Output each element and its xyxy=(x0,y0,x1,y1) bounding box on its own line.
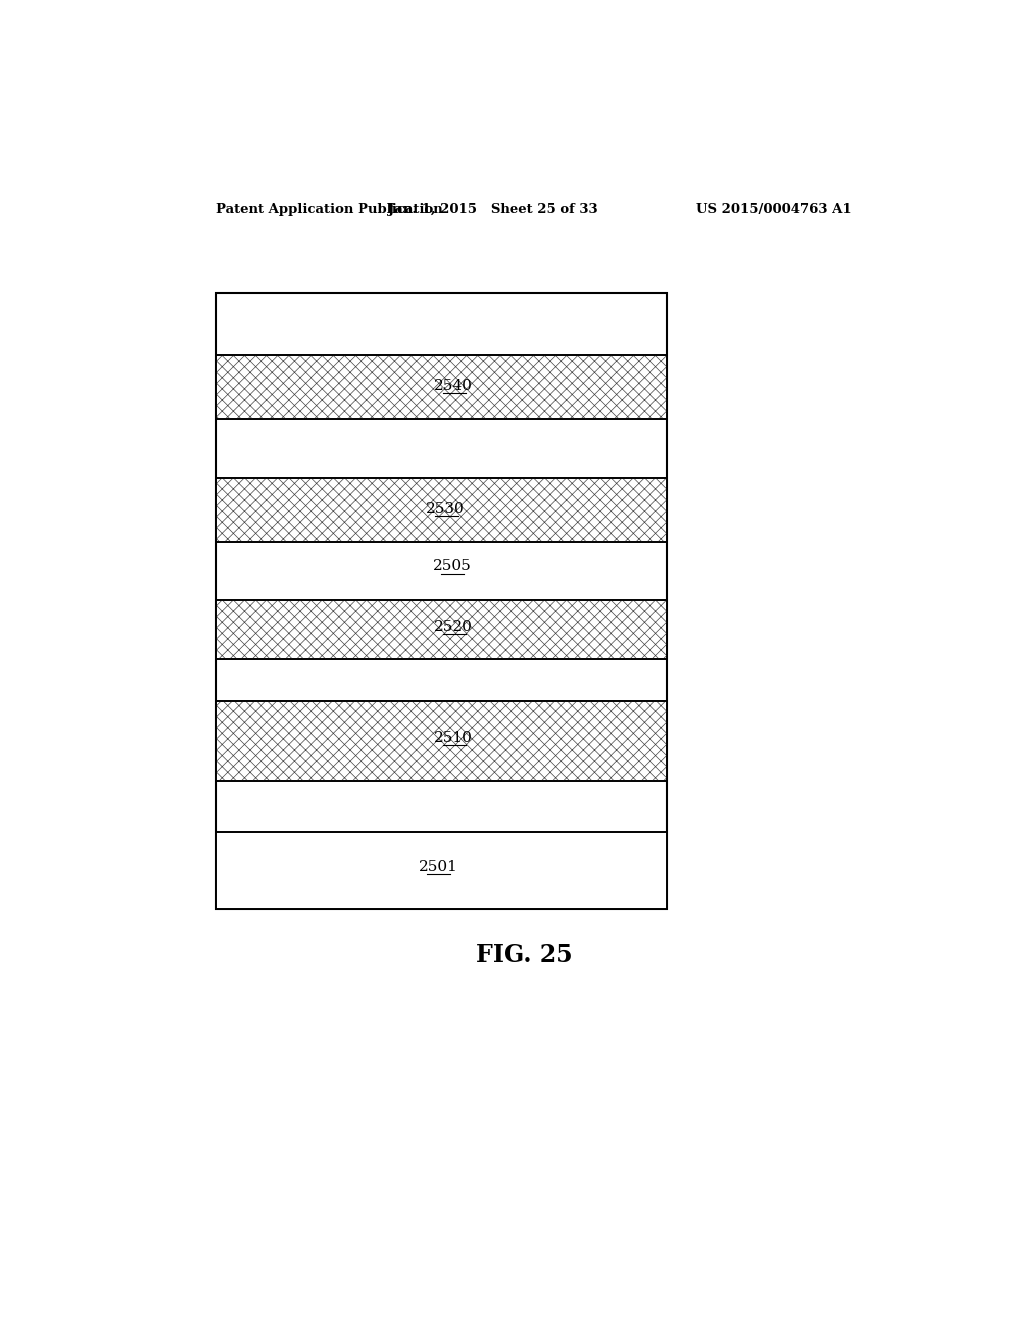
Text: 2530: 2530 xyxy=(426,502,465,516)
Text: 2540: 2540 xyxy=(434,379,473,392)
Bar xyxy=(216,701,667,780)
Text: Jan. 1, 2015   Sheet 25 of 33: Jan. 1, 2015 Sheet 25 of 33 xyxy=(388,203,598,216)
Text: 2501: 2501 xyxy=(419,859,458,874)
Text: 2505: 2505 xyxy=(432,560,471,573)
Bar xyxy=(216,599,667,659)
Bar xyxy=(216,355,667,418)
Text: US 2015/0004763 A1: US 2015/0004763 A1 xyxy=(696,203,852,216)
Bar xyxy=(216,355,667,418)
Bar xyxy=(216,701,667,780)
Bar xyxy=(216,599,667,659)
Bar xyxy=(216,355,667,418)
Bar xyxy=(216,293,667,909)
Bar xyxy=(216,701,667,780)
Text: Patent Application Publication: Patent Application Publication xyxy=(216,203,442,216)
Bar xyxy=(216,832,667,909)
Bar xyxy=(216,832,667,909)
Text: 2510: 2510 xyxy=(434,731,473,746)
Bar xyxy=(216,832,667,909)
Bar xyxy=(216,478,667,541)
Bar xyxy=(216,478,667,541)
Bar xyxy=(216,478,667,541)
Bar xyxy=(216,599,667,659)
Text: FIG. 25: FIG. 25 xyxy=(476,944,573,968)
Text: 2520: 2520 xyxy=(434,619,473,634)
